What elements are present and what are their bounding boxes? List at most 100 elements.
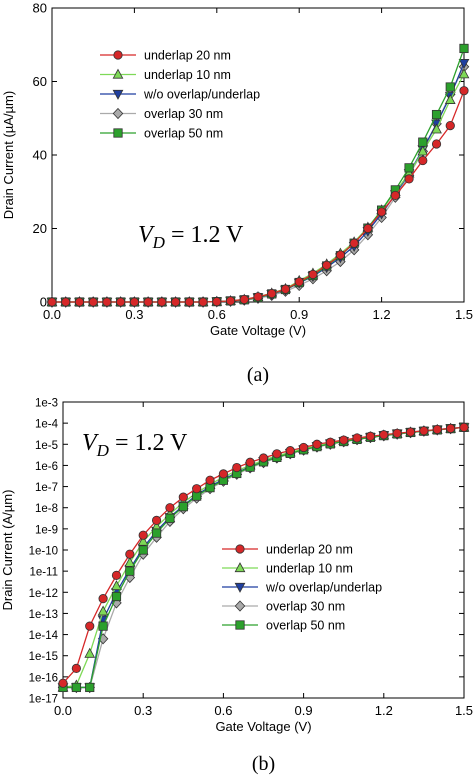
- legend-entry: underlap 10 nm: [144, 68, 231, 82]
- x-tick-label: 1.5: [455, 703, 473, 718]
- data-point: [376, 207, 387, 217]
- series-underlap-20-nm: [58, 422, 469, 688]
- legend-entry: w/o overlap/underlap: [143, 88, 260, 102]
- data-point: [218, 469, 228, 479]
- x-tick-label: 1.2: [375, 703, 393, 718]
- y-tick-label: 1e-11: [29, 567, 58, 579]
- data-point: [432, 424, 442, 435]
- data-point: [294, 277, 304, 287]
- x-tick-label: 0.0: [43, 307, 61, 322]
- y-tick-label: 1e-6: [35, 461, 58, 473]
- data-point: [365, 431, 376, 441]
- series-line: [52, 90, 465, 303]
- data-point: [298, 442, 309, 453]
- data-point: [111, 591, 122, 602]
- legend-marker: [113, 128, 123, 138]
- data-point: [404, 163, 414, 173]
- panel-a-linear-chart: 0.0 0.3 0.6 0.9 1.2 1.5 0 20 40 60 80 Gate Voltage …: [1, 1, 473, 387]
- data-point: [280, 284, 291, 294]
- data-point: [418, 155, 428, 166]
- data-point: [431, 109, 442, 120]
- x-axis-label: Gate Voltage (V): [215, 719, 311, 734]
- data-point: [58, 678, 68, 688]
- legend-entry: underlap 10 nm: [266, 562, 353, 576]
- data-point: [138, 545, 148, 555]
- series-overlap-50-nm: [47, 43, 469, 307]
- data-point: [258, 453, 269, 463]
- data-point: [392, 428, 402, 438]
- x-tick-label: 0.3: [125, 307, 143, 322]
- y-tick-label: 1e-9: [35, 524, 58, 536]
- annotation-vd: VD = 1.2 V: [82, 430, 188, 460]
- y-axis-label: Drain Current (µA/µm): [1, 91, 16, 219]
- data-point: [419, 426, 429, 436]
- data-point: [74, 297, 85, 307]
- plot-area: [57, 421, 470, 694]
- panel-caption: (b): [252, 753, 275, 775]
- y-tick-label: 1e-5: [35, 440, 58, 452]
- data-point: [253, 292, 263, 302]
- data-point: [445, 121, 455, 131]
- data-point: [458, 68, 470, 79]
- data-point: [232, 462, 242, 473]
- data-point: [444, 94, 456, 104]
- data-point: [308, 269, 318, 280]
- data-point: [404, 174, 414, 184]
- data-point: [84, 647, 96, 658]
- annotation-vd: VD = 1.2 V: [138, 222, 244, 252]
- data-point: [129, 297, 139, 307]
- data-point: [151, 515, 162, 526]
- data-point: [212, 297, 222, 307]
- data-point: [417, 145, 429, 156]
- data-point: [245, 457, 255, 467]
- y-tick-label: 1e-14: [29, 630, 59, 642]
- y-tick-label: 1e-4: [35, 419, 59, 431]
- y-tick-label: 1e-13: [29, 609, 58, 621]
- legend-marker: [112, 107, 124, 120]
- series-underlap-10-nm: [46, 68, 470, 307]
- data-point: [116, 297, 126, 307]
- data-point: [151, 528, 162, 538]
- legend-marker: [234, 582, 246, 593]
- x-tick-label: 1.2: [373, 307, 391, 322]
- y-tick-label: 1e-17: [29, 694, 58, 706]
- legend-entry: overlap 50 nm: [266, 619, 345, 633]
- plot-area: [46, 43, 470, 308]
- data-point: [405, 427, 416, 437]
- legend-entry: underlap 20 nm: [144, 49, 231, 63]
- data-point: [97, 605, 109, 616]
- legend-entry: w/o overlap/underlap: [265, 581, 382, 595]
- y-tick-label: 40: [33, 148, 47, 163]
- panel-b-log-chart: 0.0 0.3 0.6 0.9 1.2 1.5 1e-3 1e-4 1e-5 1e-6 1e-7 1e…: [0, 398, 473, 776]
- data-point: [459, 43, 469, 54]
- x-tick-label: 0.0: [54, 703, 72, 718]
- data-point: [325, 437, 335, 447]
- data-point: [272, 449, 282, 459]
- legend-entry: overlap 30 nm: [266, 600, 345, 614]
- data-point: [124, 556, 136, 567]
- data-point: [143, 297, 153, 307]
- data-point: [111, 570, 122, 580]
- data-point: [125, 549, 135, 559]
- data-point: [198, 297, 208, 307]
- y-tick-label: 1e-3: [35, 398, 58, 410]
- data-point: [431, 139, 442, 149]
- series-line: [52, 48, 465, 303]
- data-point: [239, 294, 249, 305]
- data-point: [102, 297, 112, 307]
- x-tick-label: 0.9: [295, 703, 313, 718]
- y-tick-label: 1e-12: [29, 588, 58, 600]
- panel-caption: (a): [247, 364, 269, 386]
- y-tick-label: 80: [33, 1, 47, 16]
- data-point: [335, 250, 345, 260]
- legend: underlap 20 nm underlap 10 nm w/o overlap/…: [222, 543, 382, 633]
- legend-marker: [112, 89, 124, 100]
- data-point: [459, 86, 469, 96]
- data-point: [445, 82, 455, 92]
- data-point: [339, 435, 349, 445]
- x-tick-label: 0.6: [214, 703, 232, 718]
- data-point: [165, 503, 175, 513]
- series-underlap-20-nm: [47, 86, 469, 307]
- data-point: [85, 682, 95, 693]
